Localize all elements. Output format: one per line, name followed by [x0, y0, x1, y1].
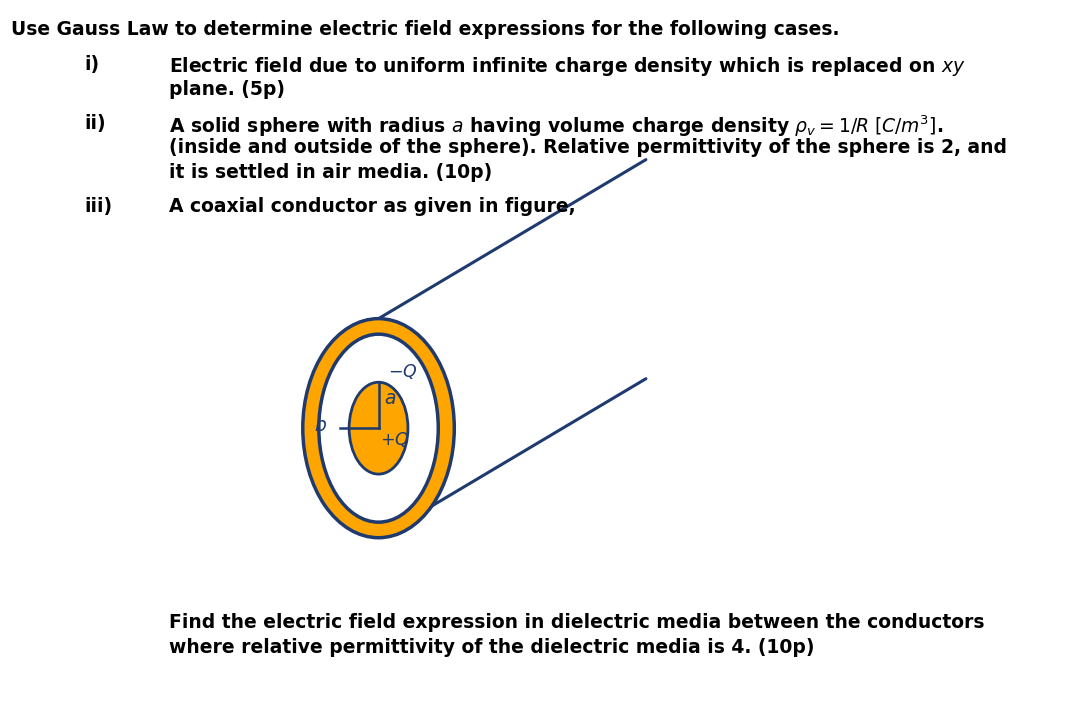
Text: it is settled in air media. (10p): it is settled in air media. (10p): [169, 163, 492, 182]
Text: where relative permittivity of the dielectric media is 4. (10p): where relative permittivity of the diele…: [169, 638, 815, 657]
Text: $b$: $b$: [314, 416, 327, 435]
Ellipse shape: [318, 334, 439, 522]
Text: Use Gauss Law to determine electric field expressions for the following cases.: Use Gauss Law to determine electric fiel…: [12, 20, 840, 39]
Ellipse shape: [302, 319, 455, 538]
Text: iii): iii): [84, 197, 113, 216]
Text: (inside and outside of the sphere). Relative permittivity of the sphere is 2, an: (inside and outside of the sphere). Rela…: [169, 139, 1007, 157]
Text: ii): ii): [84, 114, 107, 133]
Text: $-Q$: $-Q$: [388, 363, 417, 381]
Text: i): i): [84, 55, 99, 74]
Text: plane. (5p): plane. (5p): [169, 80, 285, 99]
Ellipse shape: [349, 383, 408, 474]
Text: Find the electric field expression in dielectric media between the conductors: Find the electric field expression in di…: [169, 613, 984, 632]
Text: Electric field due to uniform infinite charge density which is replaced on $xy$: Electric field due to uniform infinite c…: [169, 55, 966, 78]
Text: $a$: $a$: [384, 389, 396, 408]
Text: $+Q$: $+Q$: [380, 430, 410, 449]
Text: A coaxial conductor as given in figure,: A coaxial conductor as given in figure,: [169, 197, 576, 216]
Text: A solid sphere with radius $a$ having volume charge density $\rho_v = 1/R\;[C/m^: A solid sphere with radius $a$ having vo…: [169, 114, 944, 139]
